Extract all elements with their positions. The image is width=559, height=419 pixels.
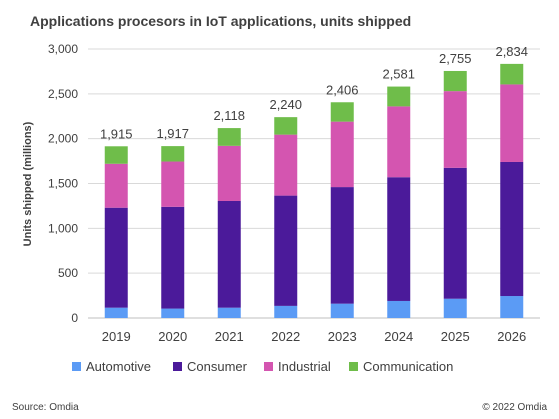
y-tick-label: 1,000 — [48, 221, 78, 235]
bar-segment-automotive — [161, 308, 185, 318]
legend-label-automotive: Automotive — [86, 359, 151, 374]
total-label: 2,581 — [382, 67, 415, 82]
bars — [104, 63, 524, 318]
x-tick-label: 2023 — [328, 329, 357, 344]
bar-segment-communication — [217, 128, 241, 146]
source-note: Source: Omdia — [12, 402, 79, 413]
bar-segment-automotive — [330, 303, 354, 318]
x-tick-label: 2024 — [384, 329, 413, 344]
x-tick-label: 2026 — [497, 329, 526, 344]
copyright-note: © 2022 Omdia — [482, 402, 547, 413]
bar-segment-industrial — [330, 121, 354, 188]
bar-segment-industrial — [161, 161, 185, 207]
legend-swatch-industrial — [264, 362, 273, 371]
total-label: 1,915 — [100, 126, 133, 141]
bar-segment-communication — [161, 146, 185, 162]
total-label: 2,834 — [495, 44, 528, 59]
y-tick-label: 3,000 — [48, 42, 78, 56]
bar-segment-consumer — [500, 161, 524, 297]
total-label: 2,240 — [269, 97, 302, 112]
bar-segment-industrial — [443, 91, 467, 168]
bar-segment-industrial — [500, 84, 524, 162]
bar-segment-communication — [330, 102, 354, 122]
chart-title: Applications procesors in IoT applicatio… — [30, 13, 412, 29]
total-label: 1,917 — [156, 126, 189, 141]
bar-segment-industrial — [387, 106, 411, 178]
bar-segment-consumer — [387, 177, 411, 301]
bar-segment-industrial — [274, 134, 298, 196]
bar-segment-communication — [443, 70, 467, 92]
bar-segment-communication — [104, 146, 128, 164]
legend-swatch-consumer — [173, 362, 182, 371]
x-tick-label: 2021 — [215, 329, 244, 344]
legend-swatch-communication — [349, 362, 358, 371]
bar-segment-consumer — [443, 167, 467, 299]
bar-segment-automotive — [443, 298, 467, 318]
bar-segment-automotive — [500, 296, 524, 318]
legend-swatch-automotive — [72, 362, 81, 371]
y-tick-label: 0 — [71, 311, 78, 325]
bar-segment-consumer — [161, 206, 185, 309]
total-label: 2,406 — [326, 82, 359, 97]
x-axis-ticks: 2019 2020 2021 2022 2023 2024 2025 2026 — [102, 329, 526, 344]
y-tick-label: 500 — [58, 266, 78, 280]
y-axis-label: Units shipped (millions) — [22, 121, 34, 246]
bar-segment-automotive — [274, 305, 298, 318]
gridlines — [88, 48, 540, 319]
bar-segment-consumer — [104, 207, 128, 308]
bar-segment-automotive — [387, 300, 411, 318]
bar-segment-automotive — [104, 307, 128, 318]
bar-segment-consumer — [274, 195, 298, 306]
y-tick-label: 1,500 — [48, 177, 78, 191]
total-label: 2,755 — [439, 51, 472, 66]
bar-segment-consumer — [217, 200, 241, 308]
x-tick-label: 2025 — [441, 329, 470, 344]
bar-segment-communication — [387, 86, 411, 107]
bar-segment-industrial — [217, 145, 241, 201]
legend: Automotive Consumer Industrial Communicatio… — [72, 359, 453, 374]
bar-segment-automotive — [217, 307, 241, 318]
bar-segment-industrial — [104, 163, 128, 208]
legend-label-industrial: Industrial — [278, 359, 331, 374]
y-axis-ticks: 0 500 1,000 1,500 2,000 2,500 3,000 — [48, 42, 78, 325]
total-labels: 1,915 1,917 2,118 2,240 2,406 2,581 2,755 2,834 — [100, 44, 528, 141]
x-tick-label: 2020 — [158, 329, 187, 344]
bar-segment-consumer — [330, 187, 354, 304]
x-tick-label: 2019 — [102, 329, 131, 344]
y-tick-label: 2,000 — [48, 132, 78, 146]
bar-segment-communication — [500, 63, 524, 85]
y-tick-label: 2,500 — [48, 87, 78, 101]
legend-label-consumer: Consumer — [187, 359, 248, 374]
x-tick-label: 2022 — [271, 329, 300, 344]
legend-label-communication: Communication — [363, 359, 453, 374]
total-label: 2,118 — [213, 108, 245, 123]
bar-segment-communication — [274, 117, 298, 135]
